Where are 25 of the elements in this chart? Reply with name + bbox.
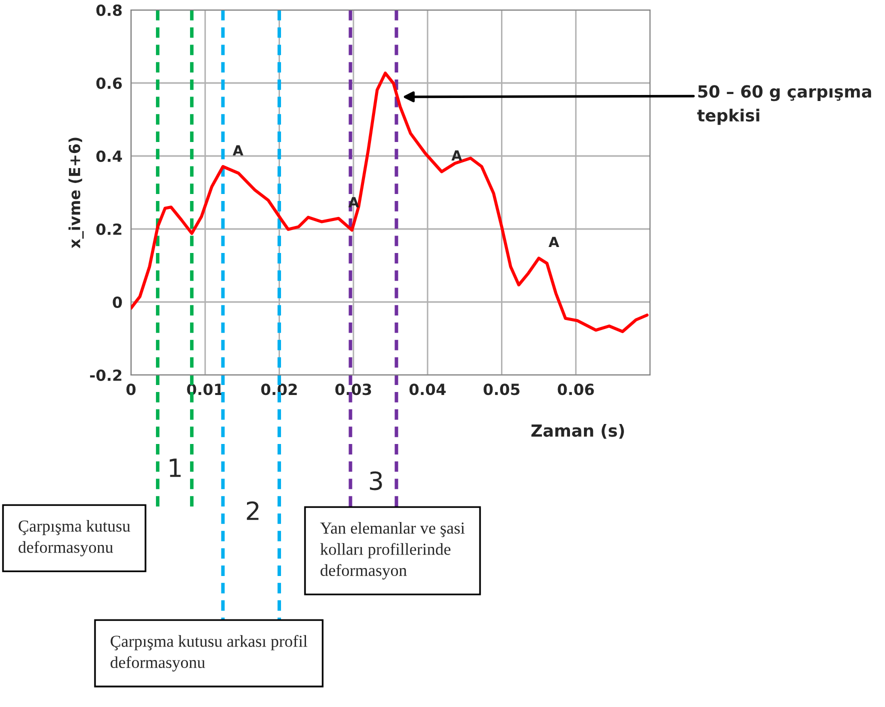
text: Çarpışma kutusu arkası profil deformasyonu — [110, 635, 308, 672]
x-tick-label: 0.03 — [335, 384, 372, 396]
y-tick-label: 0 — [112, 296, 122, 308]
annotation: A — [548, 236, 560, 247]
text: 1 — [170, 458, 181, 477]
y-tick-label: 0.8 — [96, 4, 122, 16]
y-axis-title: x_ivme (E+6) — [68, 138, 84, 248]
annotation: A — [232, 145, 244, 156]
text: 3 — [370, 471, 382, 490]
text: Yan elemanlar ve şasi kolları profillerinde deformasyon — [320, 522, 465, 580]
y-tick-label: -0.2 — [90, 369, 122, 382]
annotation: 50 – 60 g çarpışma tepkisi — [697, 85, 872, 125]
x-tick-label: 0.02 — [261, 384, 297, 396]
x-axis-title: Zaman (s) — [531, 424, 624, 439]
line-series — [131, 72, 649, 334]
y-tick-label: 0.4 — [96, 150, 122, 162]
text: 2 — [246, 501, 258, 520]
annotation: A — [451, 150, 462, 160]
x-tick-label: 0.04 — [409, 384, 446, 396]
x-tick-label: 0.06 — [558, 384, 594, 396]
y-tick-label: 0.2 — [96, 223, 122, 236]
text: Çarpışma kutusu deformasyonu — [18, 520, 130, 556]
y-tick-label: 0.6 — [96, 77, 122, 90]
x-tick-label: 0.05 — [484, 384, 520, 396]
x-tick-label: 0 — [126, 384, 136, 396]
